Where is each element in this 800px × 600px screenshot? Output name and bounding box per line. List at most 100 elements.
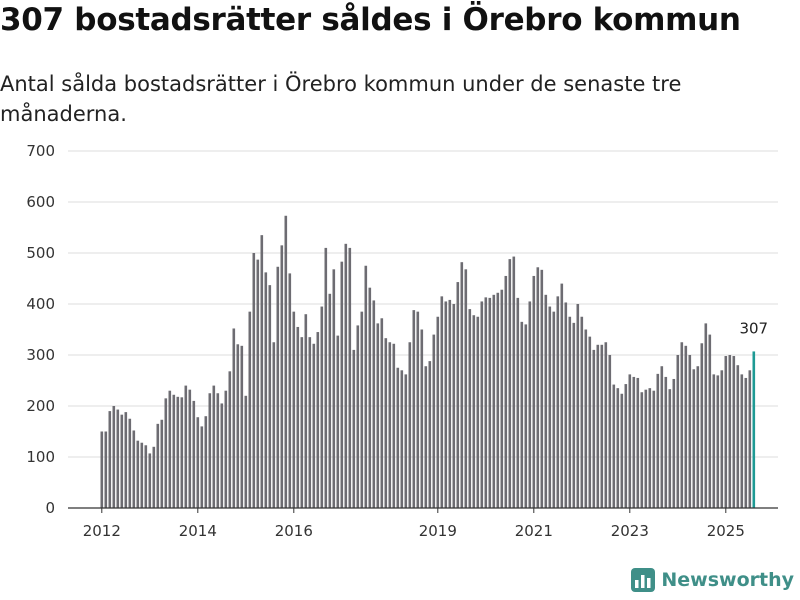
x-tick-label: 2012 xyxy=(83,522,121,540)
bar xyxy=(264,272,268,508)
bar xyxy=(520,321,524,508)
bar xyxy=(260,235,264,508)
bar xyxy=(100,431,104,508)
bar xyxy=(500,289,504,508)
chart-title: 307 bostadsrätter såldes i Örebro kommun xyxy=(0,2,741,38)
bar xyxy=(728,355,732,508)
annotations: 307 xyxy=(739,319,768,337)
bar xyxy=(660,366,664,508)
bar xyxy=(416,311,420,508)
bar xyxy=(368,287,372,508)
y-tick-label: 500 xyxy=(26,244,55,262)
bar xyxy=(196,417,200,508)
bar xyxy=(708,334,712,508)
y-axis-labels: 0 100 200 300 400 500 600 700 xyxy=(26,142,55,517)
bar xyxy=(152,446,156,508)
bar xyxy=(448,299,452,508)
bar xyxy=(692,369,696,508)
bar xyxy=(532,275,536,508)
bar xyxy=(248,311,252,508)
bar xyxy=(244,395,248,508)
y-tick-label: 100 xyxy=(26,448,55,466)
bar xyxy=(488,297,492,508)
bar xyxy=(148,453,152,508)
last-bar-label: 307 xyxy=(739,319,768,337)
bar xyxy=(216,393,220,508)
bar xyxy=(124,412,128,508)
bar xyxy=(504,275,508,508)
bar xyxy=(724,356,728,508)
bar xyxy=(540,269,544,508)
bar xyxy=(536,267,540,508)
bar xyxy=(220,403,224,508)
bar xyxy=(616,388,620,508)
bar xyxy=(116,409,120,508)
bar xyxy=(292,311,296,508)
y-tick-label: 700 xyxy=(26,142,55,160)
bar xyxy=(528,301,532,508)
bar xyxy=(308,337,312,508)
bar xyxy=(596,344,600,508)
bar xyxy=(320,306,324,508)
bar xyxy=(544,294,548,508)
bar xyxy=(168,390,172,508)
bar xyxy=(276,266,280,508)
bar xyxy=(340,261,344,508)
bar xyxy=(560,283,564,508)
bar xyxy=(160,419,164,508)
bar xyxy=(716,375,720,508)
bar xyxy=(188,389,192,508)
bar xyxy=(376,323,380,508)
bar xyxy=(396,367,400,508)
bar xyxy=(192,400,196,508)
bar xyxy=(332,269,336,508)
x-tick-label: 2023 xyxy=(611,522,649,540)
bar xyxy=(372,300,376,508)
bar xyxy=(300,337,304,508)
y-tick-label: 200 xyxy=(26,397,55,415)
brand-logo[interactable]: Newsworthy xyxy=(631,568,794,592)
bar xyxy=(460,262,464,508)
bar xyxy=(312,343,316,508)
bar xyxy=(120,414,124,508)
bar xyxy=(428,361,432,508)
bar xyxy=(604,342,608,508)
y-tick-label: 300 xyxy=(26,346,55,364)
bar xyxy=(744,377,748,508)
bar xyxy=(180,397,184,508)
bar xyxy=(440,296,444,508)
bar xyxy=(128,418,132,508)
bar xyxy=(696,366,700,508)
bar xyxy=(328,293,332,508)
x-tick-label: 2014 xyxy=(179,522,217,540)
bar xyxy=(624,384,628,508)
bar xyxy=(388,342,392,508)
bar xyxy=(296,326,300,508)
bar xyxy=(684,345,688,508)
x-tick-label: 2021 xyxy=(515,522,553,540)
chart-subtitle: Antal sålda bostadsrätter i Örebro kommu… xyxy=(0,72,682,126)
bar xyxy=(456,282,460,508)
bar xyxy=(304,314,308,508)
bar xyxy=(132,430,136,508)
bar xyxy=(636,377,640,508)
bar xyxy=(108,411,112,508)
bar xyxy=(444,301,448,508)
bar-chart-logo-icon xyxy=(631,568,656,592)
bar xyxy=(572,322,576,508)
bar xyxy=(420,329,424,508)
bar xyxy=(240,345,244,508)
brand-name: Newsworthy xyxy=(661,569,794,591)
bar xyxy=(412,310,416,508)
bar xyxy=(400,370,404,508)
bar xyxy=(172,394,176,508)
bar xyxy=(380,318,384,508)
bar xyxy=(284,215,288,508)
x-tick-label: 2019 xyxy=(419,522,457,540)
bar xyxy=(608,355,612,508)
bar xyxy=(704,323,708,508)
bar xyxy=(104,431,108,508)
bar xyxy=(648,388,652,508)
bar xyxy=(720,370,724,508)
bar xyxy=(668,389,672,508)
